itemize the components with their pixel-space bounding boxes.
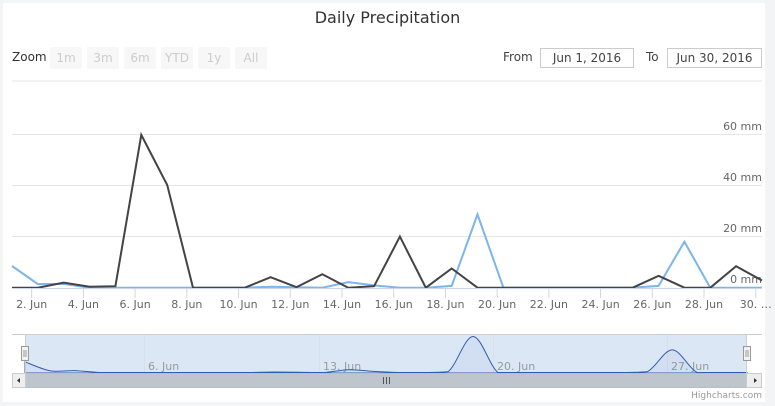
x-tick-label: 30. … bbox=[740, 298, 772, 311]
x-tick-label: 28. Jun bbox=[685, 298, 723, 311]
y-axis-labels: 0 mm 20 mm 40 mm 60 mm bbox=[723, 120, 762, 286]
zoom-ytd-button[interactable]: YTD bbox=[161, 47, 193, 69]
x-tick-label: 22. Jun bbox=[530, 298, 568, 311]
y-label-40: 40 mm bbox=[723, 171, 762, 184]
x-tick-label: 10. Jun bbox=[219, 298, 257, 311]
plot-series bbox=[11, 131, 763, 290]
scrollbar-grip-icon bbox=[383, 377, 390, 384]
arrow-right-icon bbox=[754, 378, 757, 383]
x-tick-label: 20. Jun bbox=[478, 298, 516, 311]
x-tick-label: 16. Jun bbox=[375, 298, 413, 311]
y-label-20: 20 mm bbox=[723, 222, 762, 235]
from-date-input[interactable] bbox=[540, 48, 634, 68]
scrollbar[interactable] bbox=[12, 373, 762, 388]
y-gridlines bbox=[12, 80, 762, 237]
scrollbar-left-button[interactable] bbox=[12, 373, 26, 388]
x-tick-label: 14. Jun bbox=[323, 298, 361, 311]
navigator-series bbox=[24, 335, 748, 374]
series-line-1[interactable] bbox=[11, 211, 762, 289]
zoom-label: Zoom bbox=[12, 50, 47, 64]
y-label-0: 0 mm bbox=[730, 273, 762, 286]
navigator-label: 6. Jun bbox=[148, 360, 179, 373]
zoom-6m-button[interactable]: 6m bbox=[124, 47, 156, 69]
x-tick-label: 26. Jun bbox=[633, 298, 671, 311]
x-tick-label: 8. Jun bbox=[171, 298, 202, 311]
x-tick-label: 2. Jun bbox=[16, 298, 47, 311]
from-label: From bbox=[503, 50, 533, 64]
chart-title: Daily Precipitation bbox=[314, 8, 461, 27]
to-label: To bbox=[646, 50, 659, 64]
x-tick-label: 12. Jun bbox=[271, 298, 309, 311]
zoom-3m-button[interactable]: 3m bbox=[87, 47, 119, 69]
zoom-1y-button[interactable]: 1y bbox=[198, 47, 230, 69]
to-date-input[interactable] bbox=[667, 48, 762, 68]
navigator-left-handle[interactable] bbox=[21, 346, 29, 361]
navigator-right-handle[interactable] bbox=[743, 346, 751, 361]
x-tick-label: 4. Jun bbox=[68, 298, 99, 311]
zoom-all-button[interactable]: All bbox=[235, 47, 267, 69]
credits-link[interactable]: Highcharts.com bbox=[691, 391, 762, 401]
zoom-1m-button[interactable]: 1m bbox=[50, 47, 82, 69]
navigator-selected-mask[interactable] bbox=[25, 334, 747, 373]
navigator-label: 20. Jun bbox=[497, 360, 535, 373]
x-axis-ticks: 2. Jun 4. Jun 6. Jun 8. Jun 10. Jun 12. Jun 14… bbox=[16, 288, 772, 311]
series-line-2[interactable] bbox=[12, 131, 763, 290]
y-label-60: 60 mm bbox=[723, 120, 762, 133]
x-tick-label: 6. Jun bbox=[120, 298, 151, 311]
scrollbar-right-button[interactable] bbox=[746, 373, 762, 388]
x-tick-label: 18. Jun bbox=[426, 298, 464, 311]
x-tick-label: 24. Jun bbox=[581, 298, 619, 311]
arrow-left-icon bbox=[17, 378, 20, 383]
